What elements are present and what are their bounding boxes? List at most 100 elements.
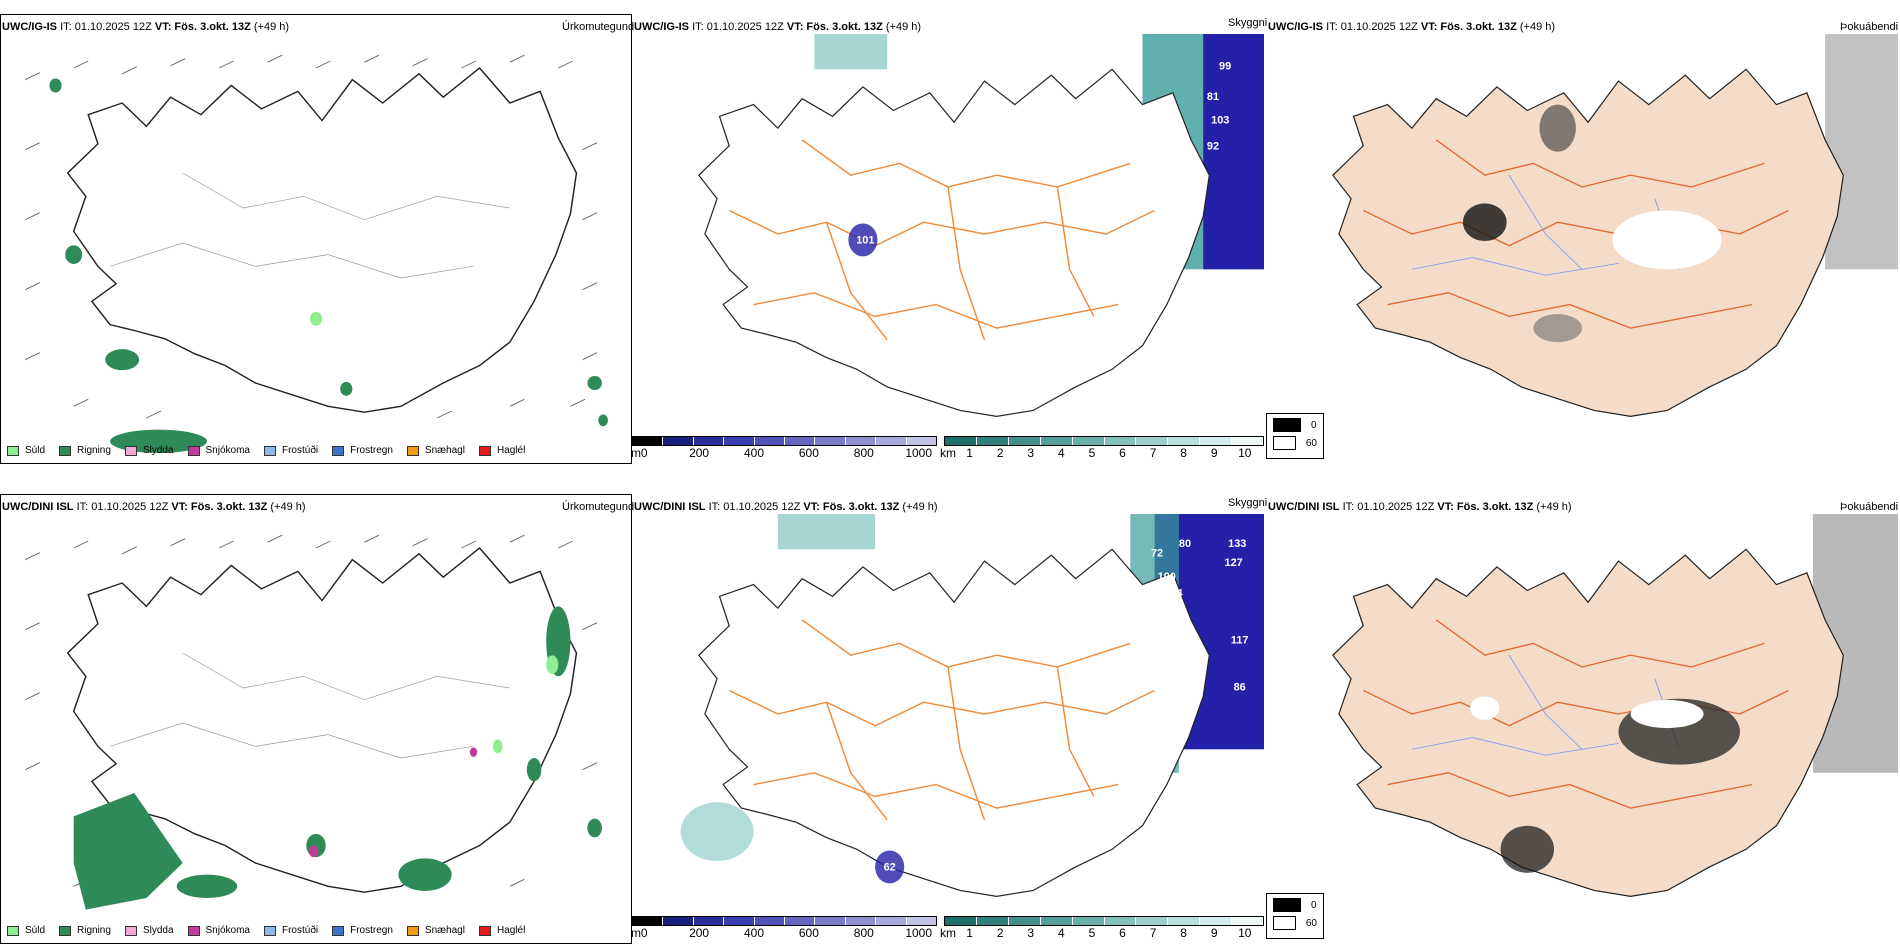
scale-swatch [633,437,664,445]
scale-swatch [1136,917,1169,925]
scale-swatch [945,917,977,925]
legend-item-snaehagl: Snæhagl [406,925,465,936]
scale-swatch [1072,437,1105,445]
cloud-base-label: 127 [1225,557,1243,569]
cloud-base-label: 91 [1166,609,1178,621]
fog-legend-item: 0 [1273,898,1317,912]
scale-swatch [906,437,937,445]
precip-map-1[interactable]: Súld Rigning Slydda Snjókoma Frostúði Fr… [0,14,632,464]
fog-legend-2: 0 60 [1266,893,1324,939]
precip-param-1: Úrkomutegund [562,21,635,33]
scale-tick-label: 600 [798,926,819,940]
scale-tick-label: 400 [743,446,765,460]
cloud-map-1[interactable]: 99 81 103 92 101 [632,34,1264,434]
fog-legend-item: 0 [1273,418,1317,432]
legend-item-snjokoma: Snjókoma [187,445,250,456]
cloud-base-label: 117 [1231,635,1249,647]
cloud-title-2: UWC/DINI ISL IT: 01.10.2025 12Z VT: Fös.… [634,501,938,513]
scale-tick-label: 1 [966,926,973,940]
legend-item-frostudi: Frostúði [263,925,318,936]
cloud-base-label: 80 [1179,538,1191,550]
legend-item-frostregn: Frostregn [332,445,393,456]
scale-tick-label: 8 [1180,926,1187,940]
legend-item-rigning: Rigning [59,445,111,456]
cloud-param-1: Skyggni [1228,17,1268,29]
scale-tick-label: 7 [1149,926,1157,940]
cloud-title-1: UWC/IG-IS IT: 01.10.2025 12Z VT: Fös. 3.… [634,21,922,33]
scale-tick-label: 4 [1057,446,1065,460]
scale-tick-label: 0 [640,446,648,460]
cloud-base-label: 84 [1170,588,1182,600]
scale-tick-label: 2 [996,446,1004,460]
cloud-base-label: 101 [856,235,874,247]
cloud-base-scale-2: m 0 200 400 600 800 1000 [631,916,937,940]
legend-item-slydda: Slydda [124,925,174,936]
scale-swatch [785,437,816,445]
visibility-scale-2: km 1 2 3 4 5 6 7 8 9 10 [940,916,1264,940]
cloud-base-label: 72 [1151,548,1163,560]
cloud-base-label: 99 [1219,60,1231,72]
scale-tick-label: 6 [1119,926,1126,940]
row-1: UWC/IG-IS IT: 01.10.2025 12Z VT: Fös. 3.… [0,0,1900,470]
scale-tick-label: 3 [1027,926,1035,940]
cloud-labels-1: 99 81 103 92 101 [856,60,1231,246]
scale-tick-label: 2 [996,926,1004,940]
fog-param-1: Þokuábendi [1840,21,1899,33]
scale-swatch [945,437,977,445]
visibility-scale-1: km 1 2 3 4 5 6 7 8 9 10 [940,436,1264,460]
scale-swatch [845,917,877,925]
cloud-map-2[interactable]: 80 133 127 72 100 84 91 117 54 86 336 287 62 [632,514,1264,914]
scale-swatch [1168,437,1201,445]
legend-item-rigning: Rigning [59,925,111,936]
scale-tick-label: 3 [1027,446,1035,460]
fog-title-2: UWC/DINI ISL IT: 01.10.2025 12Z VT: Fös.… [1268,501,1572,513]
fog-map-2[interactable] [1266,514,1898,914]
cloud-labels-2: 80 133 127 72 100 84 91 117 54 86 336 287 62 [884,538,1249,873]
scale-swatch [815,437,846,445]
scale-swatch [1200,917,1233,925]
scale-swatch [693,437,725,445]
scale-tick-label: 200 [689,446,710,460]
fog-map-1[interactable] [1266,34,1898,434]
scale-swatch [976,437,1009,445]
scale-swatch [724,917,755,925]
scale-swatch [1232,917,1264,925]
scale-swatch [1104,437,1137,445]
scale-swatch [1200,437,1233,445]
legend-item-frostudi: Frostúði [263,445,318,456]
cloud-base-label: 86 [1234,682,1246,694]
scale-swatch [876,437,907,445]
cloud-param-2: Skyggni [1228,497,1268,509]
scale-tick-label: 10 [1238,926,1252,940]
scale-unit: km [940,446,956,460]
scale-tick-label: 10 [1238,446,1252,460]
scale-tick-label: 0 [640,926,648,940]
cloud-base-label: 92 [1207,140,1219,152]
scale-swatch [876,917,907,925]
cloud-base-label: 62 [884,862,896,874]
scale-swatch [1168,917,1201,925]
precip-map-2[interactable]: Súld Rigning Slydda Snjókoma Frostúði Fr… [0,494,632,944]
scale-swatch [633,917,664,925]
scale-swatch [815,917,846,925]
cloud-base-label: 133 [1228,538,1246,550]
scale-swatch [1104,917,1137,925]
scale-swatch [1232,437,1264,445]
scale-swatch [1040,917,1073,925]
scale-swatch [663,917,694,925]
scale-swatch [1008,437,1041,445]
fog-title-1: UWC/IG-IS IT: 01.10.2025 12Z VT: Fös. 3.… [1268,21,1556,33]
cloud-base-label: 81 [1207,91,1219,103]
row-2: UWC/DINI ISL IT: 01.10.2025 12Z VT: Fös.… [0,480,1900,950]
scale-swatch [693,917,725,925]
scale-unit: km [940,926,956,940]
scale-swatch [663,437,694,445]
scale-swatch [1072,917,1105,925]
scale-tick-label: 800 [853,926,874,940]
scale-tick-label: 800 [853,446,874,460]
scale-swatch [1008,917,1041,925]
scale-tick-label: 1000 [905,446,933,460]
cloud-base-label: 54 [1183,668,1195,680]
scale-tick-label: 5 [1088,446,1096,460]
fog-param-2: Þokuábendi [1840,501,1899,513]
